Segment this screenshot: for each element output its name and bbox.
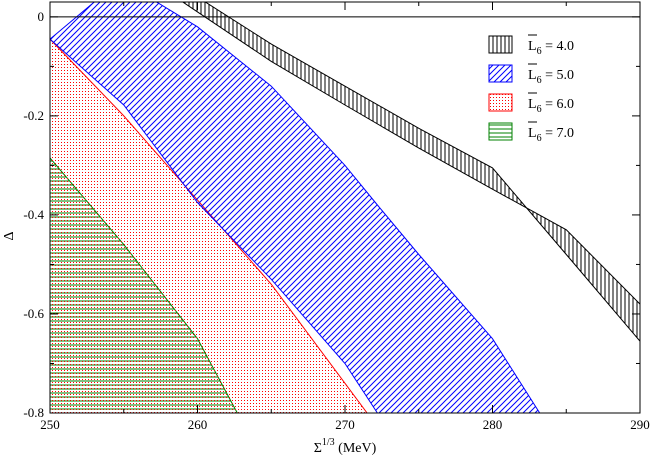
- x-axis-title: Σ1/3 (MeV): [314, 437, 377, 456]
- series-2-upper-line: [50, 2, 541, 413]
- legend-item-2: L6 = 5.0: [488, 63, 574, 86]
- y-tick-label: -0.4: [23, 207, 44, 222]
- series-1-lower-line: [204, 2, 640, 342]
- series-band-1: [181, 2, 640, 342]
- series-3-upper-line: [50, 38, 368, 413]
- legend-label: L6 = 5.0: [528, 68, 574, 86]
- axis-ticks: 250 260 270 280 290 0 -0.2 -0.4 -0.6 -0.8: [23, 2, 650, 432]
- y-tick-label: 0: [38, 9, 45, 24]
- legend-swatch: [488, 35, 513, 54]
- series-band-3: [50, 38, 368, 413]
- x-tick-label: 250: [40, 417, 60, 432]
- x-tick-label: 290: [630, 417, 650, 432]
- legend: L6 = 4.0 L6 = 5.0 L6 = 6.0 L6 = 7.0: [488, 34, 574, 144]
- legend-item-1: L6 = 4.0: [488, 34, 574, 57]
- x-tick-label: 270: [335, 417, 355, 432]
- x-tick-label: 260: [188, 417, 208, 432]
- legend-swatch: [488, 122, 513, 141]
- legend-label: L6 = 4.0: [528, 39, 574, 57]
- x-tick-label: 280: [483, 417, 503, 432]
- series-band-2: [50, 2, 541, 413]
- legend-item-3: L6 = 6.0: [488, 92, 574, 115]
- legend-label: L6 = 6.0: [528, 97, 574, 115]
- series-2-fill: [50, 2, 540, 413]
- series-3-fill: [50, 39, 368, 413]
- legend-swatch: [488, 64, 513, 83]
- y-tick-label: -0.6: [23, 306, 44, 321]
- series-bands: [50, 2, 640, 413]
- legend-label: L6 = 7.0: [528, 126, 574, 144]
- y-tick-label: -0.8: [23, 405, 44, 420]
- legend-swatch: [488, 93, 513, 112]
- y-axis-title: Δ: [2, 231, 17, 240]
- legend-item-4: L6 = 7.0: [488, 121, 574, 144]
- series-1-upper-line: [181, 2, 640, 305]
- y-tick-label: -0.2: [23, 108, 44, 123]
- series-2-lower-line: [50, 38, 540, 413]
